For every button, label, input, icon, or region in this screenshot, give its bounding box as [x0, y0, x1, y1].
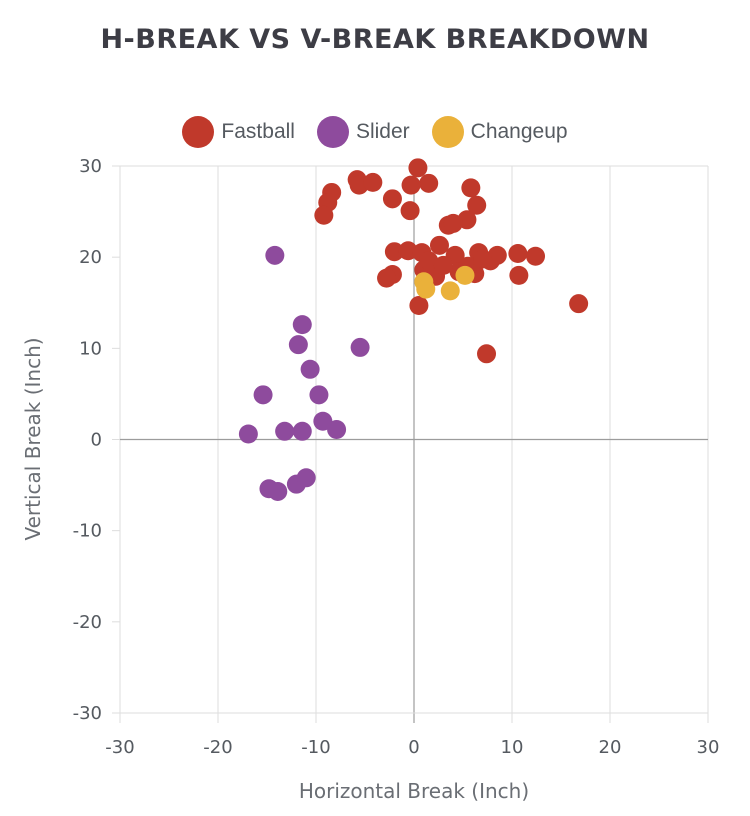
point-fastball[interactable]	[409, 295, 429, 315]
legend-swatch-changeup	[431, 116, 464, 148]
point-fastball[interactable]	[384, 242, 404, 262]
point-fastball[interactable]	[477, 344, 497, 364]
point-slider[interactable]	[292, 315, 312, 335]
legend: Fastball Slider Changeup	[0, 116, 750, 148]
point-slider[interactable]	[350, 337, 370, 357]
point-slider[interactable]	[292, 421, 312, 441]
tick-labels: -30 -20 -10 0 10 20 30 30 20 10 0 -10 -20 -30	[73, 156, 720, 758]
legend-item-slider[interactable]: Slider	[316, 116, 410, 148]
point-fastball[interactable]	[400, 201, 420, 221]
point-fastball[interactable]	[377, 268, 397, 288]
point-slider[interactable]	[309, 385, 329, 405]
legend-swatch-fastball	[182, 116, 215, 148]
point-fastball[interactable]	[429, 235, 449, 255]
point-changeup[interactable]	[440, 281, 460, 301]
y-tick-label: 30	[79, 156, 102, 177]
y-axis-title: Vertical Break (Inch)	[21, 337, 45, 540]
series-changeup	[414, 265, 475, 301]
point-fastball[interactable]	[461, 178, 481, 198]
point-slider[interactable]	[288, 335, 308, 355]
x-tick-label: 0	[408, 737, 419, 758]
point-fastball[interactable]	[526, 246, 546, 266]
y-tick-label: -20	[73, 612, 102, 633]
point-changeup[interactable]	[455, 265, 475, 285]
point-fastball[interactable]	[467, 195, 487, 215]
point-fastball[interactable]	[569, 294, 589, 314]
y-tick-label: -30	[73, 703, 102, 724]
point-fastball[interactable]	[487, 245, 507, 265]
point-slider[interactable]	[275, 421, 295, 441]
point-slider[interactable]	[296, 468, 316, 488]
x-tick-label: 30	[697, 737, 720, 758]
point-fastball[interactable]	[382, 189, 402, 209]
point-changeup[interactable]	[416, 279, 436, 299]
y-tick-label: 20	[79, 247, 102, 268]
point-fastball[interactable]	[363, 172, 383, 192]
y-tick-label: 0	[91, 430, 102, 451]
point-slider[interactable]	[313, 411, 333, 431]
legend-label-slider: Slider	[355, 120, 410, 143]
x-tick-label: 20	[599, 737, 622, 758]
point-slider[interactable]	[300, 359, 320, 379]
point-fastball[interactable]	[419, 251, 439, 271]
series-slider	[238, 245, 370, 501]
legend-label-fastball: Fastball	[221, 120, 295, 143]
point-slider[interactable]	[327, 419, 347, 439]
point-fastball[interactable]	[408, 158, 428, 178]
chart-title: H-BREAK VS V-BREAK BREAKDOWN	[100, 24, 650, 55]
legend-item-changeup[interactable]: Changeup	[431, 116, 568, 148]
legend-item-fastball[interactable]: Fastball	[182, 116, 295, 148]
point-fastball[interactable]	[443, 213, 463, 233]
point-fastball[interactable]	[509, 265, 529, 285]
point-fastball[interactable]	[508, 244, 528, 264]
x-tick-label: -20	[203, 737, 232, 758]
y-tick-label: -10	[73, 521, 102, 542]
point-fastball[interactable]	[419, 173, 439, 193]
point-fastball[interactable]	[433, 255, 453, 275]
point-slider[interactable]	[268, 481, 288, 501]
series-fastball	[314, 158, 589, 364]
point-fastball[interactable]	[401, 175, 421, 195]
point-fastball[interactable]	[473, 249, 493, 269]
point-slider[interactable]	[238, 424, 258, 444]
point-fastball[interactable]	[314, 205, 334, 225]
legend-swatch-slider	[316, 116, 349, 148]
data-points	[238, 158, 589, 501]
point-slider[interactable]	[265, 245, 285, 265]
x-tick-label: 10	[501, 737, 524, 758]
legend-label-changeup: Changeup	[470, 120, 568, 143]
x-tick-label: -30	[105, 737, 134, 758]
x-tick-label: -10	[301, 737, 330, 758]
x-axis-title: Horizontal Break (Inch)	[299, 779, 529, 803]
point-slider[interactable]	[253, 385, 273, 405]
y-tick-label: 10	[79, 338, 102, 359]
